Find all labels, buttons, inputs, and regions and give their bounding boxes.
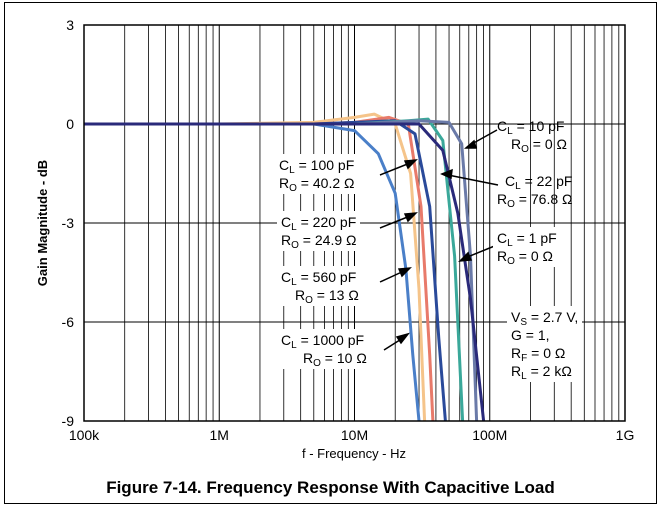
annotation-cl-value: 1000 pF bbox=[312, 332, 365, 348]
annotation-ro-value: 10 Ω bbox=[336, 350, 367, 366]
annotation-cl-10pf: CL = 10 pF RO = 0 Ω bbox=[497, 118, 568, 155]
x-tick-label: 1G bbox=[616, 427, 635, 443]
annotation-arrows bbox=[379, 129, 499, 351]
annotation-cl-value: 220 pF bbox=[312, 214, 357, 230]
annotation-cl-value: 100 pF bbox=[310, 157, 355, 173]
annotation-cl-value: 560 pF bbox=[312, 269, 357, 285]
x-tick-label: 10M bbox=[341, 427, 368, 443]
y-tick-label: -3 bbox=[62, 215, 75, 231]
x-axis-label: f - Frequency - Hz bbox=[302, 446, 406, 461]
gain-condition: G = 1, bbox=[511, 327, 550, 343]
annotation-cl-value: 10 pF bbox=[528, 118, 565, 134]
annotation-ro-value: 40.2 Ω bbox=[312, 175, 355, 191]
y-tick-label: -9 bbox=[62, 413, 75, 429]
annotation-cl-22pf: CL = 22 pF RO = 76.8 Ω bbox=[497, 173, 573, 210]
annotation-cl-value: 22 pF bbox=[536, 173, 573, 189]
annotation-ro-value: 0 Ω bbox=[544, 136, 568, 152]
series-lines bbox=[84, 112, 486, 422]
arrow-100pf-line bbox=[379, 162, 411, 176]
figure-caption: Figure 7-14. Frequency Response With Cap… bbox=[106, 478, 555, 497]
y-tick-label: 3 bbox=[66, 17, 74, 33]
x-tick-label: 100M bbox=[472, 427, 507, 443]
arrow-1pf-line bbox=[464, 244, 498, 259]
arrow-1pf-head bbox=[458, 251, 473, 262]
y-axis-label: Gain Magnitude - dB bbox=[35, 160, 50, 286]
arrow-220pf-line bbox=[379, 215, 411, 229]
series-line-3 bbox=[84, 115, 435, 422]
annotation-cl-value: 1 pF bbox=[528, 230, 557, 246]
y-tick-label: 0 bbox=[66, 116, 74, 132]
rl-value: 2 kΩ bbox=[542, 363, 572, 379]
series-line-7 bbox=[84, 122, 486, 422]
plot-border bbox=[83, 24, 626, 422]
arrow-1000pf-head bbox=[395, 332, 410, 345]
annotation-ro-value: 13 Ω bbox=[328, 287, 359, 303]
vs-value: 2.7 V, bbox=[542, 309, 579, 325]
y-tick-label: -6 bbox=[62, 314, 75, 330]
series-line-1 bbox=[84, 122, 421, 422]
series-line-2 bbox=[84, 112, 427, 422]
test-conditions: VS = 2.7 V, G = 1, RF = 0 Ω RL = 2 kΩ bbox=[507, 306, 583, 382]
annotation-cl-100pf: CL = 100 pF RO = 40.2 Ω bbox=[275, 154, 359, 194]
arrow-560pf-head bbox=[397, 267, 412, 278]
x-tick-label: 100k bbox=[69, 427, 100, 443]
arrow-100pf-head bbox=[403, 159, 418, 170]
annotation-ro-value: 0 Ω bbox=[530, 248, 554, 264]
arrow-10pf-head bbox=[464, 139, 477, 149]
annotation-cl-1pf: CL = 1 pF RO = 0 Ω bbox=[493, 227, 561, 267]
rf-value: 0 Ω bbox=[543, 345, 566, 361]
annotation-ro-value: 24.9 Ω bbox=[314, 232, 357, 248]
annotation-cl-560pf: CL = 560 pF RO = 13 Ω bbox=[277, 266, 363, 306]
annotation-ro-value: 76.8 Ω bbox=[530, 191, 573, 207]
arrow-22pf-head bbox=[440, 168, 453, 180]
arrow-22pf-line bbox=[447, 174, 499, 186]
annotation-cl-1000pf: CL = 1000 pF RO = 10 Ω bbox=[277, 329, 371, 369]
annotation-cl-220pf: CL = 220 pF RO = 24.9 Ω bbox=[277, 211, 361, 251]
x-tick-label: 1M bbox=[210, 427, 229, 443]
series-line-4 bbox=[84, 119, 447, 422]
arrow-220pf-head bbox=[403, 212, 418, 223]
tick-labels: 100k 1M 10M 100M 1G 3 0 -3 -6 -9 bbox=[62, 17, 635, 443]
